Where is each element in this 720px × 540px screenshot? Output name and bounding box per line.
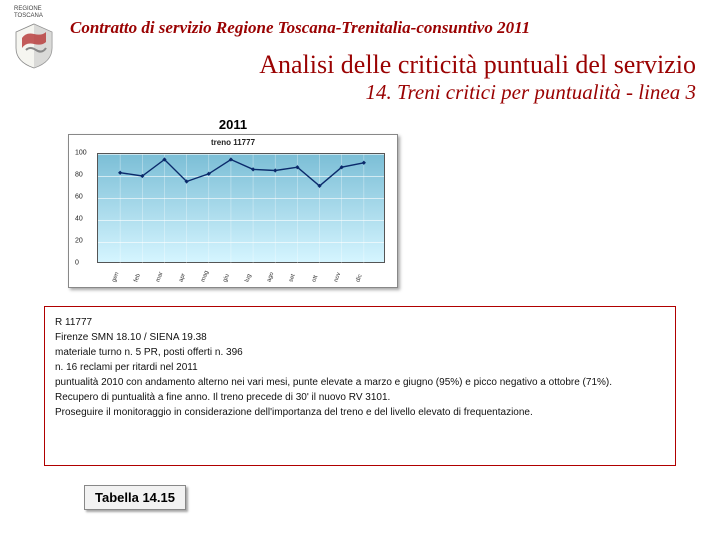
chart-svg (98, 154, 386, 264)
x-tick-label: gen (112, 272, 121, 283)
info-line: R 11777 (55, 315, 665, 330)
x-tick-label: apr (178, 273, 187, 283)
x-tick-label: ott (311, 275, 319, 283)
x-tick-label: giu (222, 273, 230, 283)
y-tick-label: 40 (75, 216, 83, 223)
gridline (98, 264, 384, 265)
info-line: Recupero di puntualità a fine anno. Il t… (55, 390, 665, 405)
y-tick-label: 20 (75, 238, 83, 245)
info-line: n. 16 reclami per ritardi nel 2011 (55, 360, 665, 375)
chart-container: 2011 treno 11777 0 20 40 60 80 100 gen feb mar a… (68, 117, 398, 288)
chart-year-label: 2011 (68, 117, 398, 132)
header: Contratto di servizio Regione Toscana-Tr… (0, 0, 720, 42)
document-title: Contratto di servizio Regione Toscana-Tr… (70, 18, 700, 38)
y-tick-label: 100 (75, 150, 87, 157)
y-tick-label: 0 (75, 260, 79, 267)
x-tick-label: set (289, 273, 297, 283)
page-subtitle: 14. Treni critici per puntualità - linea… (0, 80, 720, 111)
page-title: Analisi delle criticità puntuali del ser… (0, 42, 720, 80)
info-line: materiale turno n. 5 PR, posti offerti n… (55, 345, 665, 360)
info-line: puntualità 2010 con andamento alterno ne… (55, 375, 665, 390)
info-line: Firenze SMN 18.10 / SIENA 19.38 (55, 330, 665, 345)
info-line: Proseguire il monitoraggio in consideraz… (55, 405, 665, 420)
table-reference-tag: Tabella 14.15 (84, 485, 186, 510)
y-tick-label: 80 (75, 172, 83, 179)
y-tick-label: 60 (75, 194, 83, 201)
x-tick-label: dic (355, 274, 363, 283)
info-box: R 11777 Firenze SMN 18.10 / SIENA 19.38 … (44, 306, 676, 466)
x-tick-label: feb (134, 273, 142, 283)
chart-title: treno 11777 (69, 135, 397, 147)
x-tick-label: nov (333, 272, 342, 283)
x-tick-label: mag (200, 270, 210, 283)
x-tick-label: lug (244, 273, 252, 283)
chart-box: treno 11777 0 20 40 60 80 100 gen feb mar apr mag… (68, 134, 398, 288)
x-tick-label: ago (267, 272, 276, 283)
chart-plot-area (97, 153, 385, 263)
x-tick-label: mar (156, 271, 165, 283)
